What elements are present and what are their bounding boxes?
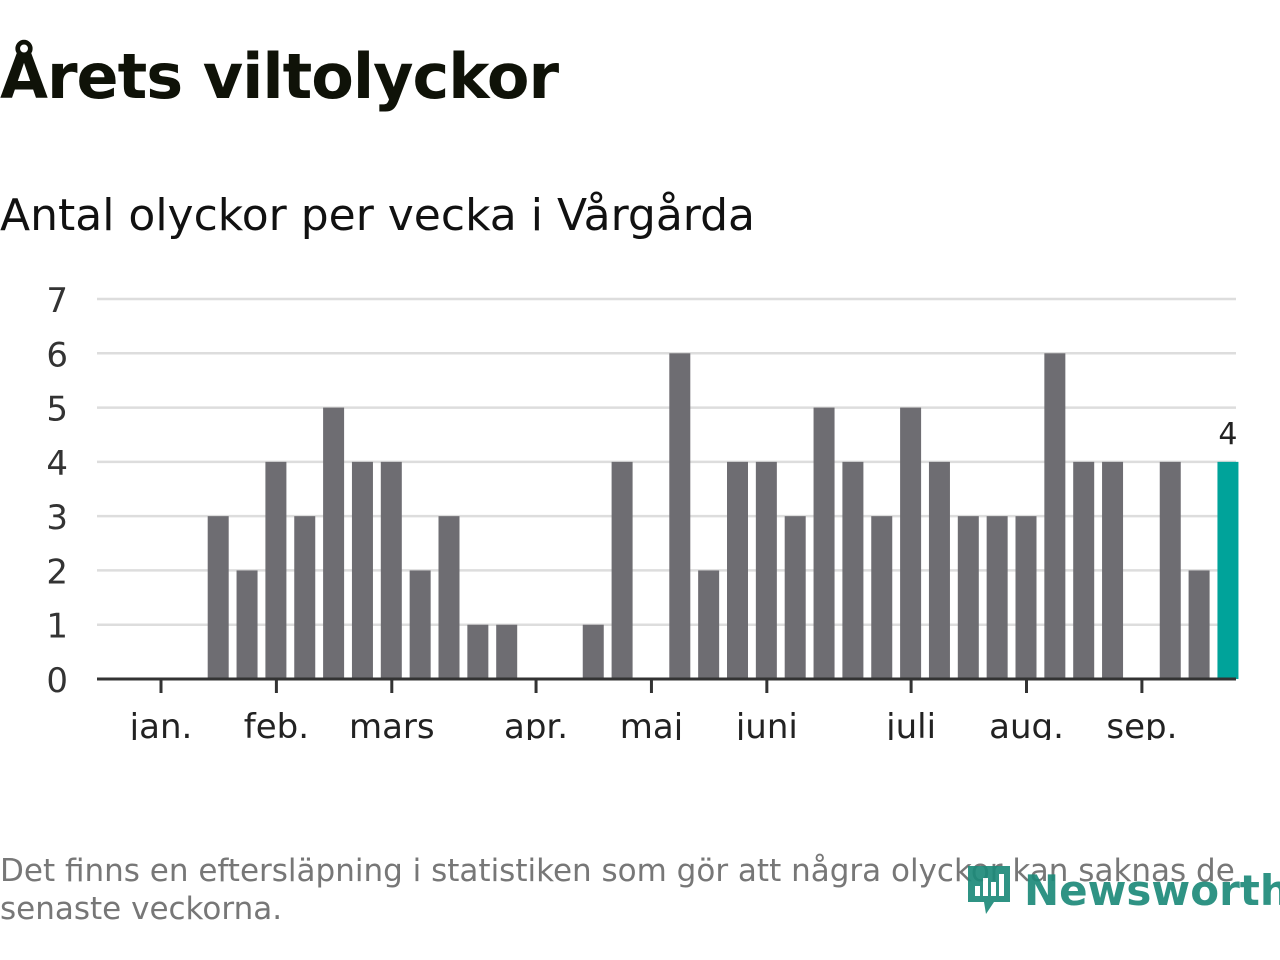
bar <box>1188 570 1210 679</box>
month-label: maj <box>620 707 683 740</box>
bar <box>351 461 373 679</box>
month-label: aug. <box>989 707 1064 740</box>
y-tick-label: 7 <box>46 281 68 321</box>
bar <box>582 624 604 679</box>
highlighted-bar <box>1217 461 1239 679</box>
month-label: mars <box>349 707 435 740</box>
newsworthy-logo: Newsworthy <box>964 862 1280 918</box>
logo-text: Newsworthy <box>1024 865 1280 915</box>
month-label: sep. <box>1106 707 1177 740</box>
bar <box>438 516 460 679</box>
bar <box>957 516 979 679</box>
bar <box>1159 461 1181 679</box>
bar <box>1044 353 1066 679</box>
data-label: 4 <box>1218 417 1237 452</box>
bar <box>265 461 287 679</box>
bar-chart-speech-bubble-icon <box>968 866 1010 914</box>
bar <box>986 516 1008 679</box>
y-tick-label: 6 <box>46 335 68 375</box>
bar-chart: 0 1 2 3 4 5 6 7 4 jan. feb. mars apr. maj juni juli aug.… <box>46 281 1239 740</box>
bar <box>842 461 864 679</box>
chart-subtitle: Antal olyckor per vecka i Vårgårda <box>0 190 756 241</box>
bar <box>1073 461 1095 679</box>
bar <box>294 516 316 679</box>
bar <box>928 461 950 679</box>
bar <box>496 624 518 679</box>
chart-title: Årets viltolyckor <box>0 40 559 113</box>
bar <box>900 407 922 679</box>
bar <box>323 407 345 679</box>
month-label: juni <box>735 707 798 740</box>
footnote: Det finns en eftersläpning i statistiken… <box>0 853 1235 927</box>
month-label: feb. <box>244 707 309 740</box>
bar <box>236 570 258 679</box>
bar <box>467 624 489 679</box>
bar <box>1102 461 1124 679</box>
y-tick-label: 5 <box>46 390 68 430</box>
bar <box>813 407 835 679</box>
bar <box>207 516 229 679</box>
bar <box>755 461 777 679</box>
bar <box>669 353 691 679</box>
y-tick-label: 1 <box>46 607 68 647</box>
bar <box>1015 516 1037 679</box>
y-tick-label: 4 <box>46 444 68 484</box>
bar <box>380 461 402 679</box>
y-tick-label: 0 <box>46 661 68 701</box>
bar <box>727 461 748 679</box>
bar <box>698 570 720 679</box>
y-tick-label: 2 <box>46 552 68 592</box>
month-label: jan. <box>129 707 193 740</box>
bar <box>871 516 893 679</box>
y-tick-label: 3 <box>46 498 68 538</box>
bar <box>784 516 806 679</box>
bar <box>409 570 431 679</box>
month-label: juli <box>885 707 936 740</box>
month-label: apr. <box>504 707 568 740</box>
bar <box>611 461 633 679</box>
